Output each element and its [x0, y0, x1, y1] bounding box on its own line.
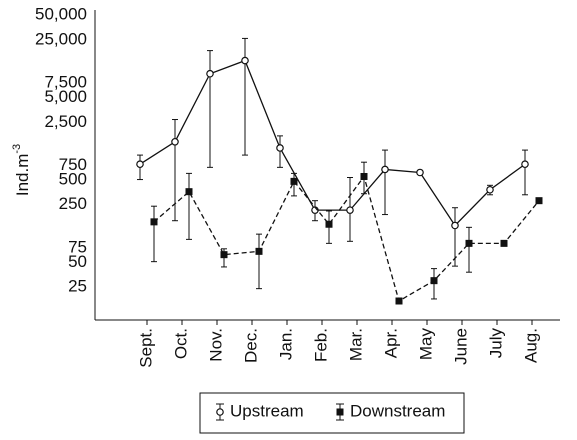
y-tick-label: 7,500	[44, 72, 87, 91]
marker	[521, 160, 529, 169]
marker	[395, 297, 403, 305]
x-tick-label: Nov.	[206, 328, 225, 362]
legend-symbol	[336, 408, 344, 416]
x-tick-label: Sept.	[136, 328, 155, 368]
marker	[381, 165, 389, 174]
marker	[150, 218, 158, 226]
y-tick-label: 750	[59, 155, 87, 174]
x-tick-label: Dec.	[241, 328, 260, 363]
x-tick-label: Aug.	[521, 328, 540, 363]
legend-label: Downstream	[350, 401, 445, 420]
y-tick-label: 75	[68, 237, 87, 256]
x-tick-label: Feb.	[311, 328, 330, 362]
legend-label: Upstream	[230, 401, 304, 420]
marker	[255, 247, 263, 255]
marker	[136, 160, 144, 169]
marker	[241, 56, 249, 65]
marker	[500, 239, 508, 247]
marker	[206, 69, 214, 78]
y-tick-label: 50,000	[35, 4, 87, 23]
x-tick-label: June	[451, 328, 470, 365]
y-label-text: Ind.m	[13, 154, 32, 197]
marker	[220, 251, 228, 259]
series-line	[139, 59, 526, 227]
series-line	[153, 175, 540, 302]
marker	[416, 168, 424, 177]
y-tick-label: 2,500	[44, 112, 87, 131]
marker	[430, 277, 438, 285]
legend-box	[199, 392, 465, 434]
x-tick-label: Mar.	[346, 328, 365, 361]
x-tick-label: Oct.	[171, 328, 190, 359]
x-tick-label: May	[416, 328, 435, 361]
x-tick-label: July	[486, 328, 505, 359]
marker	[465, 239, 473, 247]
y-tick-label: 5,000	[44, 87, 87, 106]
y-label-superscript: -3	[11, 144, 23, 154]
marker	[486, 185, 494, 194]
marker	[276, 144, 284, 152]
y-tick-label: 25,000	[35, 29, 87, 48]
marker	[185, 188, 193, 196]
x-tick-label: Apr.	[381, 328, 400, 358]
legend-symbol	[216, 408, 224, 416]
marker	[451, 221, 459, 230]
y-tick-label: 250	[59, 194, 87, 213]
y-tick-label: 500	[59, 169, 87, 188]
y-tick-label: 50	[68, 252, 87, 271]
marker	[290, 177, 298, 185]
marker	[171, 137, 179, 146]
marker	[360, 172, 368, 180]
marker	[346, 206, 354, 214]
y-axis-label: Ind.m-3	[11, 144, 33, 196]
marker	[535, 197, 543, 205]
x-tick-label: Jan.	[276, 328, 295, 360]
y-tick-label: 25	[68, 277, 87, 296]
marker	[325, 220, 333, 228]
